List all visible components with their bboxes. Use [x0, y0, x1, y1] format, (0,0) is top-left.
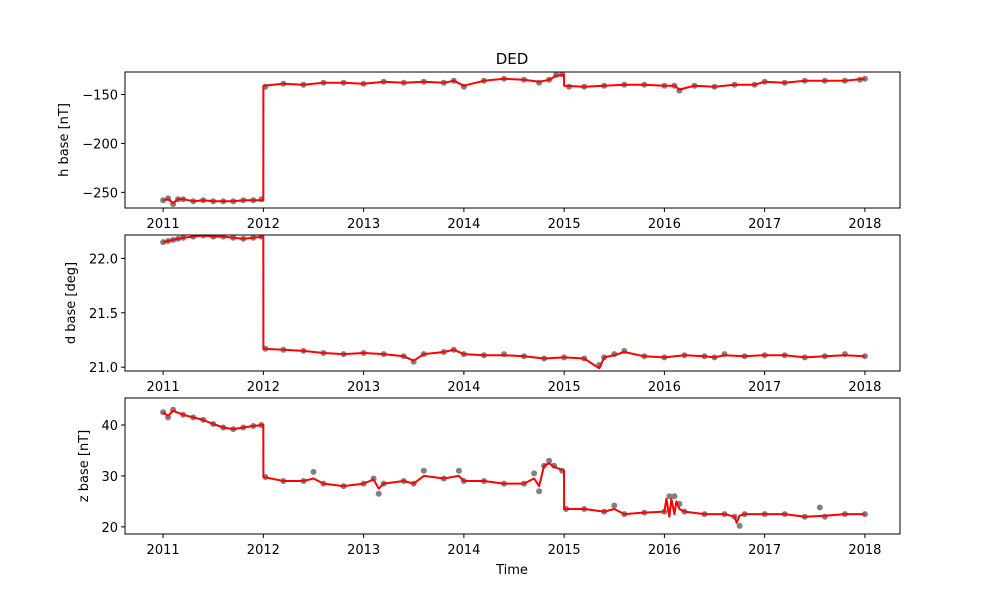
y-axis-label-d: d base [deg]	[64, 262, 79, 344]
x-tick-label: 2014	[447, 380, 480, 395]
x-tick-label: 2015	[548, 380, 581, 395]
data-point	[671, 493, 678, 500]
data-point	[666, 493, 673, 500]
data-point	[816, 504, 823, 511]
x-tick-label: 2013	[347, 217, 380, 232]
data-point	[455, 467, 462, 474]
y-tick-label: −200	[82, 137, 118, 152]
data-point	[420, 467, 427, 474]
x-tick-label: 2012	[247, 543, 280, 558]
plot-area	[160, 235, 868, 370]
x-tick-label: 2011	[147, 380, 180, 395]
x-tick-label: 2017	[748, 543, 781, 558]
data-point	[536, 488, 543, 495]
subplot-1: 2011 2012 2013 2014 2015 2016 2017 2018 −250 −200…	[82, 71, 901, 232]
x-tick-label: 2017	[748, 217, 781, 232]
y-tick-label: 21.0	[89, 361, 118, 376]
subplot-2: 2011 2012 2013 2014 2015 2016 2017 2018 21.0 21.5…	[89, 234, 901, 395]
x-tick-label: 2017	[748, 380, 781, 395]
x-tick-label: 2016	[648, 543, 681, 558]
x-tick-label: 2011	[147, 543, 180, 558]
y-axis-label-h: h base [nT]	[57, 103, 72, 177]
x-tick-label: 2013	[347, 380, 380, 395]
axes-frame	[124, 71, 901, 209]
x-tick-label: 2015	[548, 543, 581, 558]
x-tick-label: 2014	[447, 543, 480, 558]
x-tick-label: 2018	[848, 217, 881, 232]
x-tick-label: 2014	[447, 217, 480, 232]
data-point	[531, 470, 538, 477]
data-line	[162, 235, 865, 370]
y-tick-label: −150	[82, 89, 118, 104]
axes-frame	[124, 397, 901, 535]
plot-area	[160, 72, 868, 208]
y-tick-label: 20	[101, 521, 118, 536]
data-line	[162, 73, 865, 205]
x-tick-label: 2016	[648, 380, 681, 395]
subplot-3: 2011 2012 2013 2014 2015 2016 2017 2018 20 30 40	[101, 397, 901, 558]
x-axis-label: Time	[495, 563, 528, 578]
x-tick-label: 2016	[648, 217, 681, 232]
plot-area	[160, 406, 868, 529]
data-line	[162, 409, 865, 524]
y-axis-label-z: z base [nT]	[77, 430, 92, 502]
data-point	[736, 522, 743, 529]
data-point	[310, 468, 317, 475]
subplots: 2011 2012 2013 2014 2015 2016 2017 2018 −250 −200…	[82, 71, 901, 558]
x-tick-label: 2012	[247, 380, 280, 395]
x-tick-label: 2018	[848, 380, 881, 395]
x-tick-label: 2013	[347, 543, 380, 558]
chart-title: DED	[496, 50, 529, 68]
axes-frame	[124, 234, 901, 372]
y-tick-label: 21.5	[89, 307, 118, 322]
data-point	[611, 502, 618, 509]
data-point	[375, 490, 382, 497]
x-tick-label: 2012	[247, 217, 280, 232]
y-tick-label: 30	[101, 470, 118, 485]
y-tick-label: 40	[101, 419, 118, 434]
data-point	[546, 457, 553, 464]
x-tick-label: 2015	[548, 217, 581, 232]
y-tick-label: −250	[82, 186, 118, 201]
y-tick-label: 22.0	[89, 252, 118, 267]
x-tick-label: 2018	[848, 543, 881, 558]
x-tick-label: 2011	[147, 217, 180, 232]
